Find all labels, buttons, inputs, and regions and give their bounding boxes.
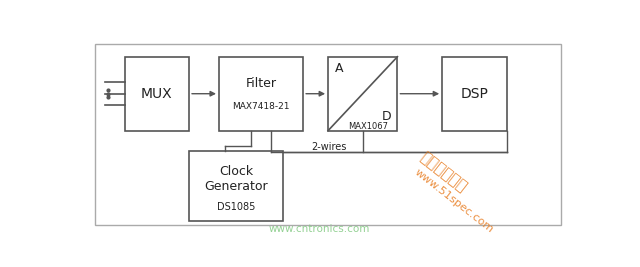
Text: www.51spec.com: www.51spec.com <box>412 167 495 234</box>
Bar <box>442 57 507 131</box>
Bar <box>189 151 284 221</box>
Text: Generator: Generator <box>204 180 268 193</box>
Text: D: D <box>381 110 391 123</box>
Text: MUX: MUX <box>141 87 173 101</box>
Bar <box>328 57 397 131</box>
Text: A: A <box>335 61 343 74</box>
Text: DSP: DSP <box>460 87 488 101</box>
Text: www.cntronics.com: www.cntronics.com <box>269 224 370 234</box>
Text: Filter: Filter <box>246 77 276 90</box>
Text: 2-wires: 2-wires <box>311 142 346 152</box>
Text: DS1085: DS1085 <box>217 202 255 212</box>
Bar <box>125 57 189 131</box>
Bar <box>95 44 561 225</box>
Bar <box>219 57 303 131</box>
Text: 环球电气之家: 环球电气之家 <box>417 149 470 195</box>
Text: MAX1067: MAX1067 <box>348 122 388 131</box>
Text: MAX7418-21: MAX7418-21 <box>232 101 290 111</box>
Text: Clock: Clock <box>219 165 253 178</box>
